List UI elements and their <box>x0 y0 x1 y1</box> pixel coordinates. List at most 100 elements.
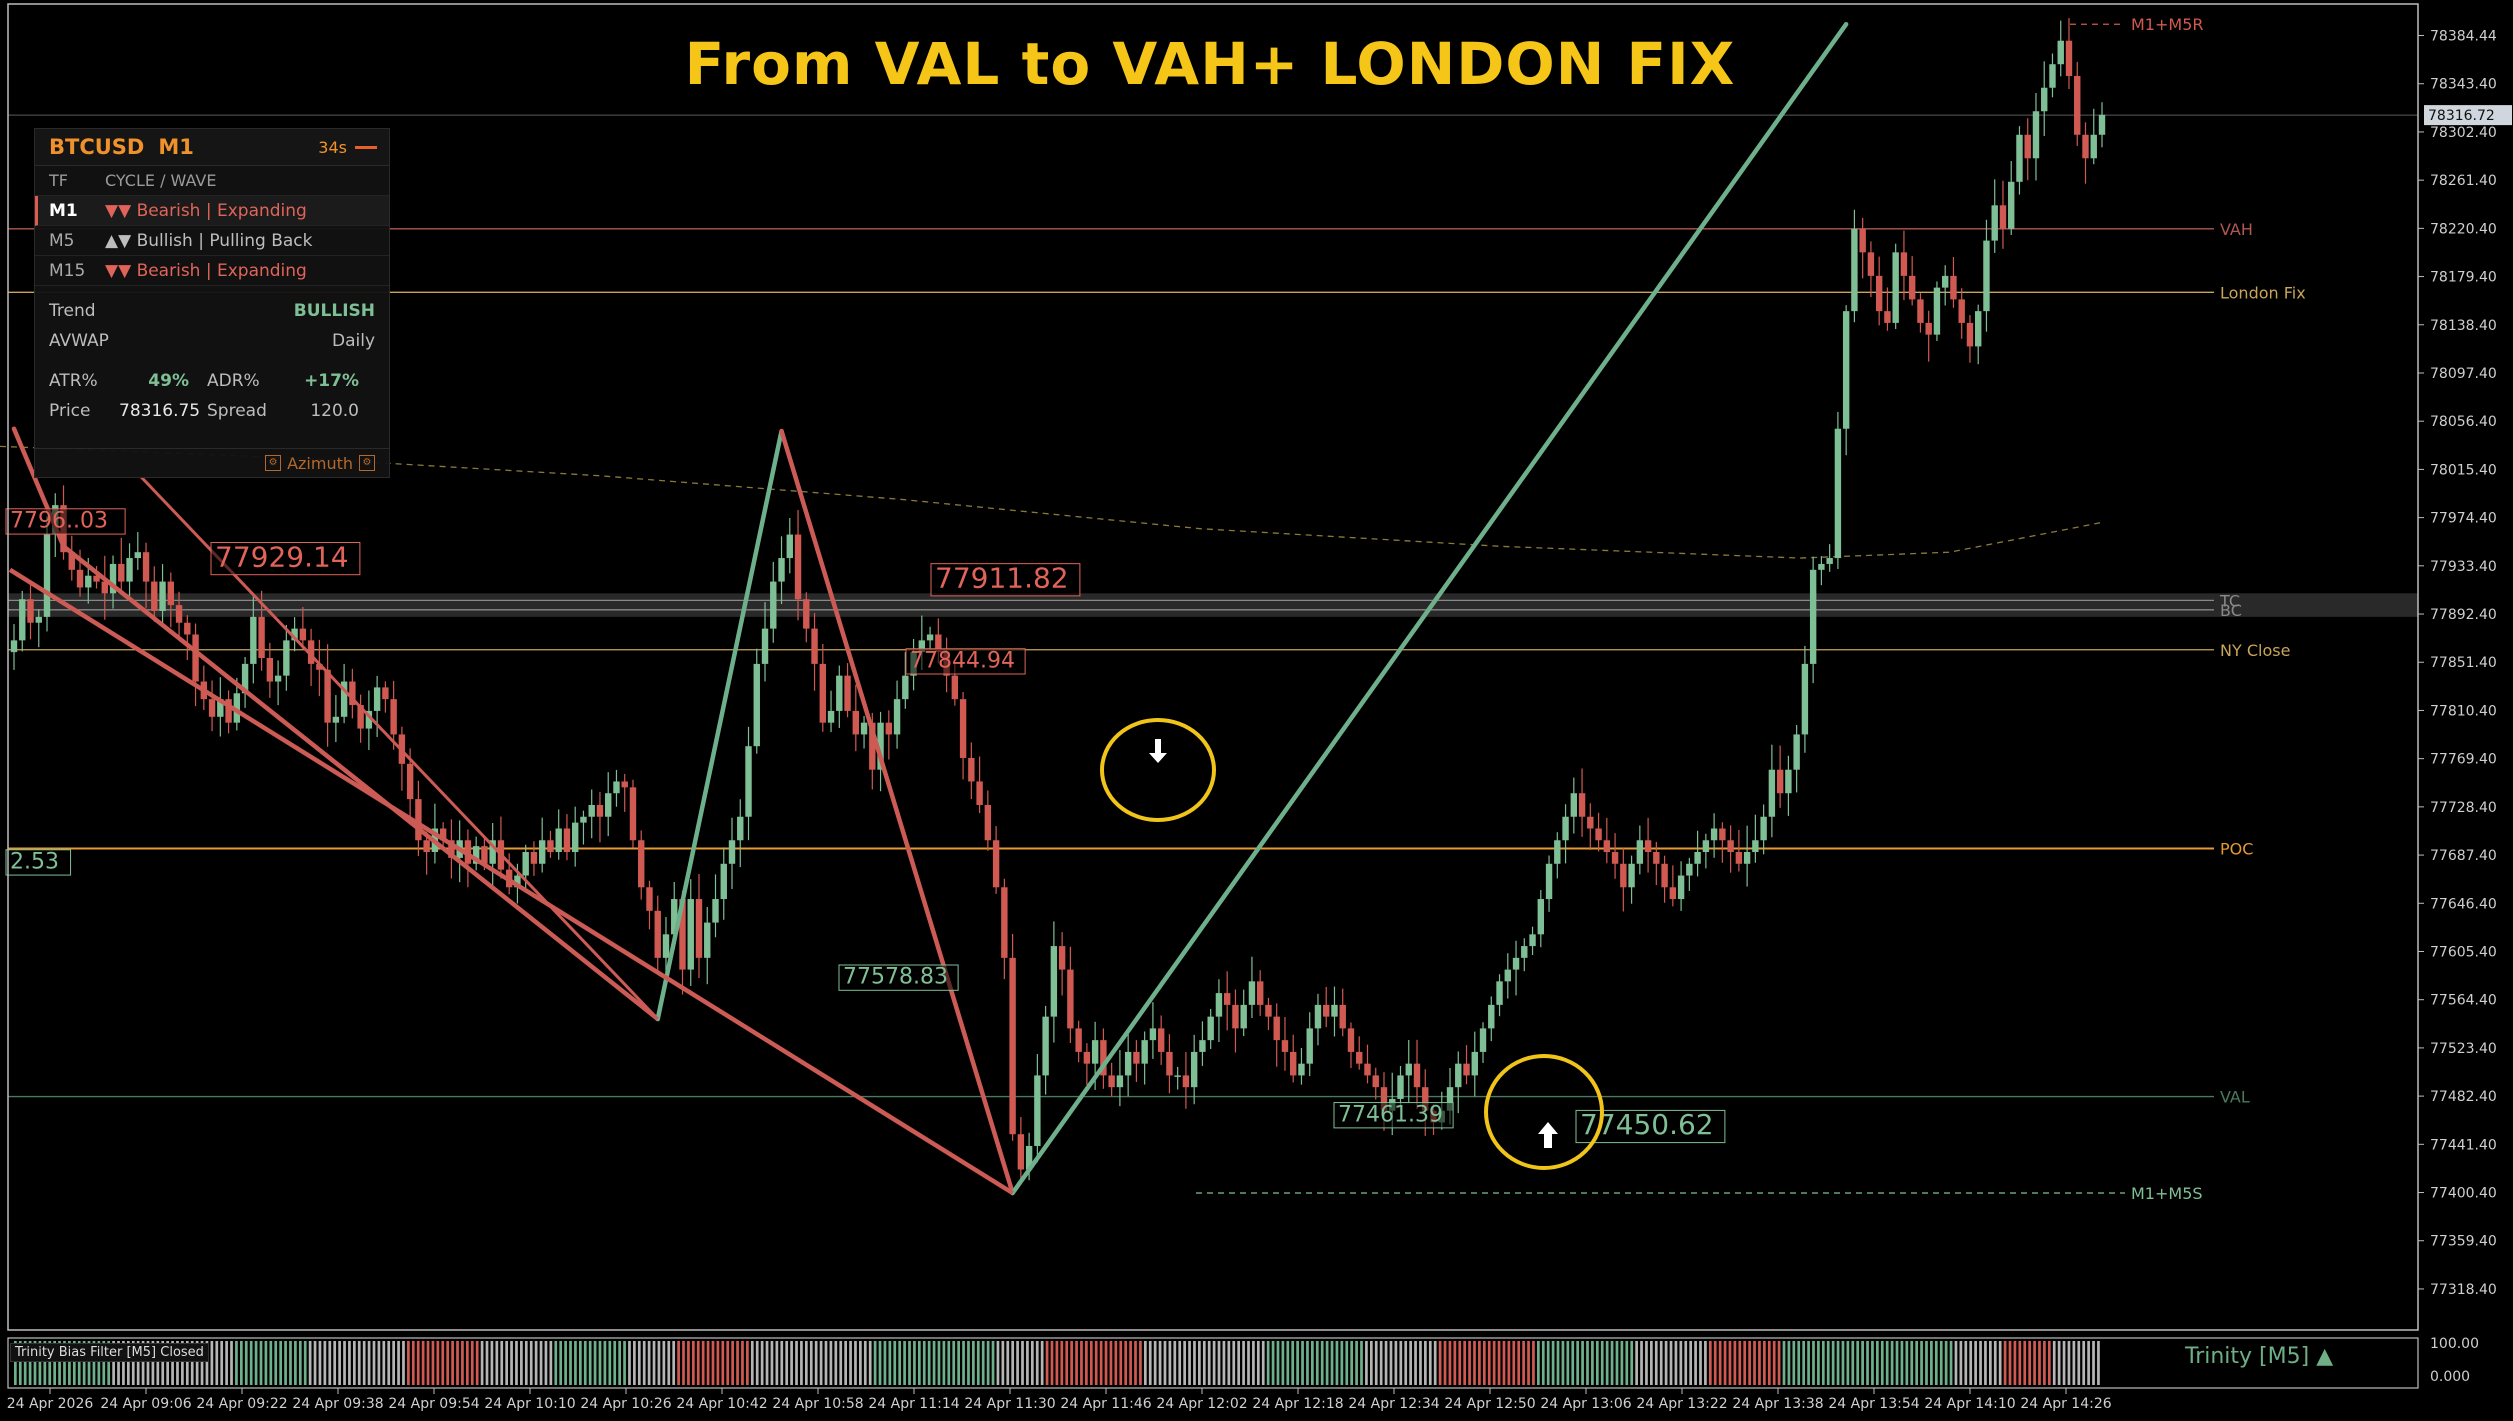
bias-bar <box>996 1341 1000 1385</box>
bias-bar <box>1409 1341 1412 1385</box>
candle-body <box>2049 64 2056 88</box>
bias-bar <box>976 1341 980 1385</box>
minimize-icon[interactable] <box>355 145 377 149</box>
bias-bar <box>48 1341 52 1385</box>
candle-body <box>241 663 249 694</box>
bias-bar <box>126 1341 130 1385</box>
bias-bar <box>721 1341 725 1385</box>
bias-bar <box>1934 1341 1938 1385</box>
bias-bar <box>2082 1341 2086 1385</box>
bias-bar <box>1876 1341 1879 1385</box>
y-tick-label: 78343.40 <box>2430 77 2497 93</box>
candle-body <box>984 804 992 841</box>
gear-icon[interactable]: ⚙ <box>265 455 282 471</box>
bias-bar <box>1772 1341 1776 1385</box>
bias-bar <box>1758 1341 1761 1385</box>
bias-bar <box>1905 1341 1909 1385</box>
bias-bar <box>1561 1341 1565 1385</box>
chart-title: From VAL to VAH+ LONDON FIX <box>684 30 1736 98</box>
bias-bar <box>1895 1341 1899 1385</box>
bias-bar <box>868 1341 872 1385</box>
candle-body <box>1157 1028 1165 1052</box>
bias-bar <box>1433 1341 1437 1385</box>
x-tick-label: 24 Apr 13:54 <box>1828 1396 1919 1412</box>
bias-bar <box>14 1341 17 1385</box>
bias-bar <box>1428 1341 1432 1385</box>
bias-bar <box>760 1341 764 1385</box>
bias-bar <box>1659 1341 1663 1385</box>
y-tick-label: 78179.40 <box>2430 270 2497 286</box>
candle-body <box>827 710 835 723</box>
bias-bar <box>795 1341 798 1385</box>
bias-bar <box>696 1341 700 1385</box>
candle-body <box>1801 663 1809 735</box>
panel-footer[interactable]: ⚙ Azimuth ⚙ <box>35 448 389 477</box>
price-tag-text: 77461.39 <box>1338 1102 1443 1127</box>
avwap-row: AVWAP Daily <box>49 331 375 351</box>
bias-bar <box>1369 1341 1373 1385</box>
bias-bar <box>1836 1341 1840 1385</box>
bias-bar <box>470 1341 474 1385</box>
table-header: TF CYCLE / WAVE <box>35 166 389 196</box>
bias-bar <box>1821 1341 1825 1385</box>
bias-bar <box>1920 1341 1923 1385</box>
bias-bar <box>1522 1341 1525 1385</box>
indicator-tick-label: 100.00 <box>2430 1336 2479 1352</box>
bias-bar <box>898 1341 902 1385</box>
gear-icon[interactable]: ⚙ <box>359 455 375 471</box>
bias-bar <box>461 1341 464 1385</box>
bias-bar <box>2062 1341 2066 1385</box>
bias-bar <box>1232 1341 1236 1385</box>
candle-body <box>1182 1075 1190 1088</box>
bias-bar <box>677 1341 680 1385</box>
candle-body <box>1867 252 1875 276</box>
candle-body <box>2098 114 2106 135</box>
bias-bar <box>328 1341 332 1385</box>
bias-bar <box>1566 1341 1570 1385</box>
candle-body <box>481 846 488 864</box>
bias-bar <box>475 1341 479 1385</box>
bias-bar <box>618 1341 621 1385</box>
bias-bar <box>1541 1341 1545 1385</box>
candle-body <box>1479 1028 1487 1052</box>
bias-bar <box>53 1341 57 1385</box>
candle-body <box>1611 852 1619 864</box>
bias-bar <box>1075 1341 1078 1385</box>
bias-bar <box>1340 1341 1344 1385</box>
bias-bar <box>1463 1341 1467 1385</box>
bias-bar <box>1866 1341 1869 1385</box>
candle-body <box>19 599 26 641</box>
y-tick-label: 77646.40 <box>2430 896 2497 912</box>
bias-bar <box>1925 1341 1928 1385</box>
bias-bar <box>505 1341 508 1385</box>
candle-body <box>1950 275 1957 300</box>
bias-bar <box>1939 1341 1943 1385</box>
bias-bar <box>38 1341 42 1385</box>
candle-body <box>629 787 637 841</box>
y-tick-label: 77605.40 <box>2430 944 2497 960</box>
candle-body <box>1347 1028 1355 1052</box>
candle-body <box>283 640 290 676</box>
bias-bar <box>77 1341 81 1385</box>
candle-body <box>316 663 323 670</box>
bias-bar <box>809 1341 813 1385</box>
bias-bar <box>613 1341 617 1385</box>
bias-bar <box>446 1341 450 1385</box>
bias-bar <box>1227 1341 1231 1385</box>
bias-bar <box>1817 1341 1820 1385</box>
candle-body <box>1958 299 1965 323</box>
atr-adr-row: ATR% 49% ADR% +17% <box>49 371 359 391</box>
candle-body <box>1760 816 1767 841</box>
bias-bar <box>58 1341 61 1385</box>
bias-bar <box>1841 1341 1845 1385</box>
bias-bar <box>441 1341 445 1385</box>
bias-bar <box>598 1341 602 1385</box>
bias-bar <box>1021 1341 1024 1385</box>
bias-bar <box>559 1341 563 1385</box>
candle-body <box>1554 840 1561 864</box>
candle-body <box>1422 1087 1429 1111</box>
candle-body <box>1702 840 1710 853</box>
bias-bar <box>1689 1341 1693 1385</box>
candle-body <box>959 699 967 758</box>
